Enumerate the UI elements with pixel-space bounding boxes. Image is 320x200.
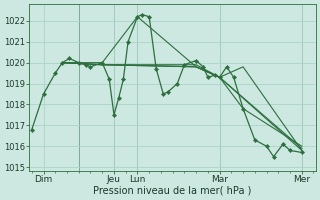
X-axis label: Pression niveau de la mer( hPa ): Pression niveau de la mer( hPa ) [93, 186, 252, 196]
